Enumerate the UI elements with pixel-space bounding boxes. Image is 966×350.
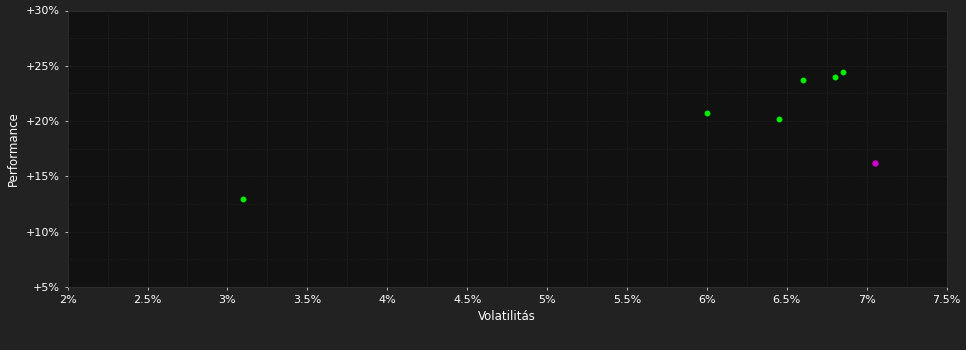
Point (835, 70, 850, 75)
X-axis label: Volatilitás: Volatilitás (478, 310, 536, 323)
Y-axis label: Performance: Performance (8, 111, 20, 186)
Point (771, 116, 786, 122)
Point (795, 77, 810, 83)
Point (827, 74, 842, 80)
Point (867, 160, 883, 166)
Point (699, 111, 715, 116)
Point (236, 196, 251, 201)
